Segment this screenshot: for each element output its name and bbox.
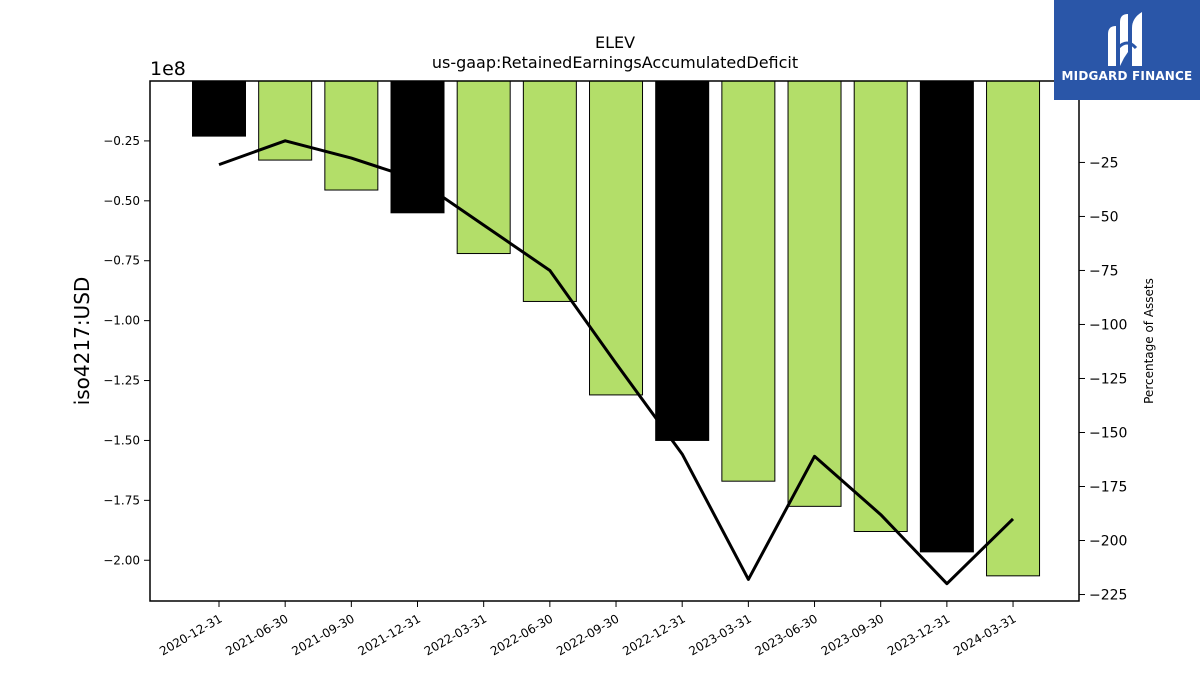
y-offset-label: 1e8: [150, 58, 186, 80]
x-tick-label: 2024-03-31: [951, 611, 1018, 658]
x-tick-label: 2022-09-30: [554, 611, 621, 658]
bar: [721, 80, 776, 482]
y-tick-label: −1.00: [103, 314, 140, 328]
y2-tick-label: −75: [1089, 263, 1119, 279]
bar: [324, 80, 379, 191]
y-tick-label: −2.00: [103, 553, 140, 567]
x-ticks: 2020-12-312021-06-302021-09-302021-12-31…: [157, 601, 1019, 658]
x-tick-label: 2020-12-31: [157, 611, 224, 658]
line-series: [218, 139, 1015, 586]
bar: [522, 80, 577, 302]
y2-tick-label: −200: [1089, 534, 1127, 550]
chart-title: ELEV: [595, 33, 635, 52]
y2-tick-label: −100: [1089, 317, 1127, 333]
bar: [787, 80, 842, 507]
bars-group: [192, 80, 1041, 577]
x-tick-label: 2022-06-30: [488, 611, 555, 658]
x-tick-label: 2023-09-30: [819, 611, 886, 658]
x-tick-label: 2021-09-30: [289, 611, 356, 658]
y-tick-label: −1.75: [103, 493, 140, 507]
chart-subtitle: us-gaap:RetainedEarningsAccumulatedDefic…: [432, 53, 798, 72]
y-tick-label: −0.75: [103, 254, 140, 268]
x-tick-label: 2021-06-30: [223, 611, 290, 658]
y2-tick-label: −125: [1089, 371, 1127, 387]
x-tick-label: 2022-03-31: [422, 611, 489, 658]
y2-tick-label: −50: [1089, 209, 1119, 225]
line-group: [218, 139, 1015, 586]
y-tick-label: −1.50: [103, 433, 140, 447]
x-tick-label: 2021-12-31: [356, 611, 423, 658]
y2-tick-label: −175: [1089, 480, 1127, 496]
y2-ticks: −25 −50 −75 −100 −125 −150 −175 −200 −225: [1079, 155, 1127, 604]
y-axis-label: iso4217:USD: [70, 277, 94, 406]
x-tick-label: 2023-06-30: [753, 611, 820, 658]
bar: [655, 80, 710, 441]
x-tick-label: 2023-12-31: [885, 611, 952, 658]
bar: [986, 80, 1041, 577]
y2-tick-label: −25: [1089, 155, 1119, 171]
y-tick-label: −0.50: [103, 194, 140, 208]
logo-mark-icon: [1108, 12, 1142, 66]
x-tick-label: 2023-03-31: [686, 611, 753, 658]
bar: [919, 80, 974, 553]
bar: [589, 80, 644, 396]
y-tick-label: −1.25: [103, 374, 140, 388]
y2-axis-label: Percentage of Assets: [1142, 278, 1156, 404]
logo-text: MIDGARD FINANCE: [1061, 69, 1193, 83]
x-tick-label: 2022-12-31: [620, 611, 687, 658]
bar: [456, 80, 511, 255]
plot-frame: [149, 80, 1080, 602]
y2-tick-label: −225: [1089, 588, 1127, 604]
y-ticks: −0.25 −0.50 −0.75 −1.00 −1.25 −1.50 −1.75 −2.00: [103, 134, 150, 567]
bar: [853, 80, 908, 533]
logo: MIDGARD FINANCE: [1054, 0, 1200, 100]
bar: [192, 80, 246, 137]
y2-tick-label: −150: [1089, 425, 1127, 441]
y-tick-label: −0.25: [103, 134, 140, 148]
